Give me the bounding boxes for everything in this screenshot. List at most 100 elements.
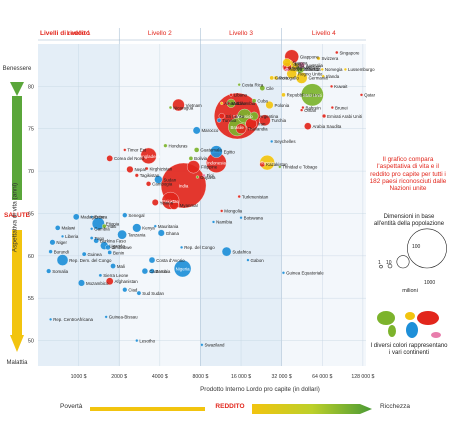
data-point: [218, 113, 225, 120]
point-label: India: [179, 184, 189, 189]
data-point: [102, 223, 107, 229]
point-label: Singapore: [339, 50, 360, 55]
point-label: Timor Est: [127, 148, 146, 153]
data-point: [91, 217, 105, 231]
data-point: [329, 84, 334, 88]
size-legend-circle: [396, 255, 410, 269]
size-legend-circle: [407, 228, 447, 269]
data-point: [168, 105, 173, 110]
oceania-shape: [431, 332, 441, 338]
point-label: Zambia: [156, 269, 171, 274]
data-point: [122, 212, 128, 218]
data-point: [249, 111, 259, 121]
data-point: [304, 122, 312, 130]
data-point: [54, 225, 61, 231]
point-label: Cina: [233, 114, 243, 119]
data-point: [48, 249, 53, 254]
data-point: [136, 290, 142, 296]
point-label: Malawi: [61, 226, 75, 231]
size-legend-value: 1000: [424, 280, 435, 286]
size-legend-value: 10: [386, 260, 392, 266]
point-label: Stati Uniti: [303, 93, 322, 98]
point-label: Mozambico: [86, 281, 109, 286]
data-point: [104, 315, 108, 319]
data-point: [106, 155, 113, 162]
point-label: Cile: [266, 86, 274, 91]
point-label: Norvegia: [325, 67, 343, 72]
data-point: [221, 246, 232, 257]
size-legend-circle: [387, 263, 393, 269]
europe-shape: [405, 312, 415, 320]
data-point: [335, 50, 339, 55]
point-label: Repubblica Ceca: [287, 93, 321, 98]
point-label: Somalia: [52, 269, 68, 274]
point-label: Cambogia: [152, 182, 173, 187]
data-point: [78, 279, 85, 287]
point-label: Togo: [95, 236, 105, 241]
point-label: Polonia: [275, 103, 290, 108]
africa-shape: [406, 322, 418, 338]
data-point: [270, 139, 274, 144]
wealth-arrow: [252, 404, 372, 414]
point-label: Tagikistan: [140, 173, 160, 178]
data-point: [72, 213, 80, 221]
point-label: Nigeria: [176, 267, 190, 272]
data-point: [188, 156, 194, 161]
y-tick-label: 70: [28, 169, 34, 175]
point-label: Nepal: [134, 167, 145, 172]
point-label: Francia: [301, 66, 316, 71]
point-label: Senegal: [128, 213, 144, 218]
point-label: Brunei: [335, 105, 348, 110]
point-label: Rep. Dem. del Congo: [69, 258, 112, 263]
wealth-label: Ricchezza: [380, 403, 410, 410]
point-label: Regno Unito: [298, 71, 323, 76]
data-point: [180, 245, 184, 249]
data-point: [216, 118, 222, 123]
point-label: Zimbabwe: [112, 245, 133, 250]
data-point: [226, 98, 236, 108]
point-label: Pakistan: [162, 199, 179, 204]
illness-label: Malattia: [6, 360, 28, 366]
x-tick-label: 128 000 $: [351, 374, 374, 380]
data-point: [157, 229, 165, 237]
data-point: [145, 181, 152, 187]
data-point: [359, 93, 364, 97]
point-label: Russia: [260, 161, 274, 166]
data-point: [107, 250, 112, 255]
point-label: Bolivia: [194, 156, 207, 161]
level-label: Livello 3: [229, 30, 253, 37]
asia-shape: [417, 311, 439, 325]
y-tick-label: 50: [28, 339, 34, 345]
data-point: [259, 85, 266, 91]
data-point: [117, 229, 127, 240]
income-band: [281, 44, 366, 366]
data-point: [90, 215, 94, 219]
data-point: [246, 258, 250, 262]
x-tick-label: 8000 $: [193, 374, 209, 380]
info-text: Il grafico compara l'aspettativa di vita…: [369, 156, 447, 193]
americas-shape: [377, 311, 395, 325]
data-point: [210, 145, 223, 158]
down-arrow: [10, 230, 24, 352]
level-label: Livello 4: [312, 30, 336, 37]
point-label: Canada: [305, 67, 321, 72]
point-label: Namibia: [216, 220, 233, 225]
point-label: Germania: [308, 76, 328, 81]
point-label: Guinea: [88, 252, 103, 257]
point-label: Corea del Nord: [114, 156, 144, 161]
x-tick-label: 64 000 $: [312, 374, 332, 380]
point-label: Guatemala: [200, 148, 222, 153]
data-point: [301, 105, 305, 110]
data-point: [172, 98, 185, 112]
wellbeing-label: Benessere: [2, 66, 32, 72]
point-label: Gabon: [251, 258, 265, 263]
data-point: [98, 273, 103, 278]
point-label: Grecia: [275, 76, 288, 81]
point-label: Liberia: [65, 234, 79, 239]
point-label: Burundi: [54, 249, 69, 254]
poverty-label: Povertà: [60, 403, 83, 410]
data-point: [220, 209, 224, 213]
y-tick-label: 80: [28, 84, 34, 90]
data-point: [321, 74, 325, 78]
